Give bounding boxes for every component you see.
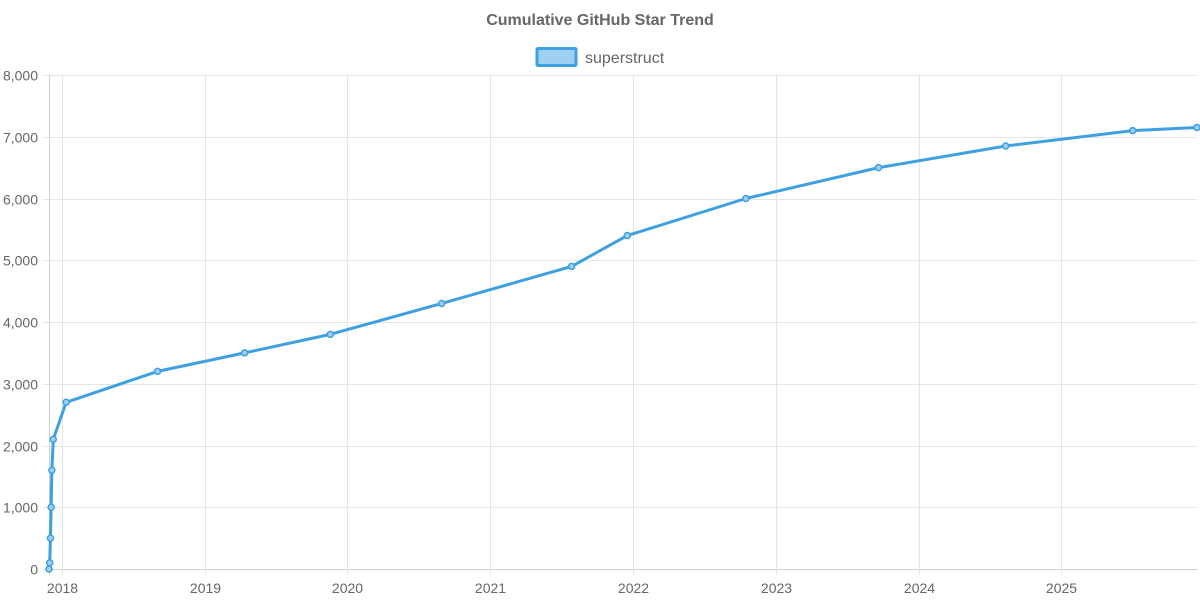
y-tick-label-2000: 2,000 bbox=[3, 439, 38, 455]
x-tick-label-2023: 2023 bbox=[761, 580, 792, 596]
data-point-superstruct-15[interactable] bbox=[1001, 142, 1010, 150]
x-tick-label-2024: 2024 bbox=[904, 580, 935, 596]
label-layer: 0 1,000 2,000 3,000 4,000 5,000 6,000 7,000 8,00… bbox=[3, 68, 1077, 597]
data-point-superstruct-9[interactable] bbox=[326, 330, 335, 339]
series-layer bbox=[45, 123, 1200, 573]
data-point-superstruct-11[interactable] bbox=[567, 262, 576, 271]
grid-layer bbox=[49, 75, 1197, 575]
data-point-superstruct-7[interactable] bbox=[153, 367, 162, 376]
x-tick-label-2025: 2025 bbox=[1046, 580, 1077, 596]
legend-label-superstruct[interactable]: superstruct bbox=[585, 50, 665, 67]
data-point-superstruct-3[interactable] bbox=[47, 503, 55, 511]
data-point-superstruct-4[interactable] bbox=[48, 466, 56, 474]
data-point-superstruct-12[interactable] bbox=[623, 231, 632, 240]
x-tick-label-2020: 2020 bbox=[332, 580, 363, 596]
data-point-superstruct-6[interactable] bbox=[62, 398, 70, 407]
x-tick-label-2021: 2021 bbox=[475, 580, 506, 596]
x-tick-label-2022: 2022 bbox=[618, 580, 649, 596]
chart-title: Cumulative GitHub Star Trend bbox=[486, 12, 714, 29]
y-tick-label-3000: 3,000 bbox=[3, 377, 38, 393]
data-point-superstruct-0[interactable] bbox=[45, 565, 53, 573]
axis-layer bbox=[43, 75, 50, 575]
x-tick-label-2018: 2018 bbox=[47, 580, 78, 596]
data-point-superstruct-10[interactable] bbox=[437, 299, 446, 308]
y-tick-label-8000: 8,000 bbox=[3, 68, 38, 84]
data-point-superstruct-1[interactable] bbox=[45, 559, 54, 567]
data-point-superstruct-8[interactable] bbox=[240, 349, 249, 357]
x-tick-label-2019: 2019 bbox=[190, 580, 221, 596]
data-point-superstruct-13[interactable] bbox=[742, 194, 750, 203]
data-point-superstruct-14[interactable] bbox=[874, 163, 883, 172]
data-point-superstruct-17[interactable] bbox=[1193, 123, 1200, 132]
legend-swatch-superstruct[interactable] bbox=[535, 47, 578, 67]
y-tick-label-7000: 7,000 bbox=[3, 130, 38, 146]
data-point-superstruct-5[interactable] bbox=[49, 435, 58, 444]
series-line-superstruct bbox=[47, 125, 1199, 571]
y-tick-label-6000: 6,000 bbox=[3, 192, 38, 208]
y-tick-label-1000: 1,000 bbox=[3, 500, 38, 516]
y-tick-label-5000: 5,000 bbox=[3, 253, 38, 269]
legend[interactable]: superstruct bbox=[535, 47, 665, 68]
y-tick-label-0: 0 bbox=[30, 562, 38, 578]
data-point-superstruct-2[interactable] bbox=[46, 534, 55, 542]
y-tick-label-4000: 4,000 bbox=[3, 315, 38, 331]
data-point-superstruct-16[interactable] bbox=[1129, 126, 1137, 135]
